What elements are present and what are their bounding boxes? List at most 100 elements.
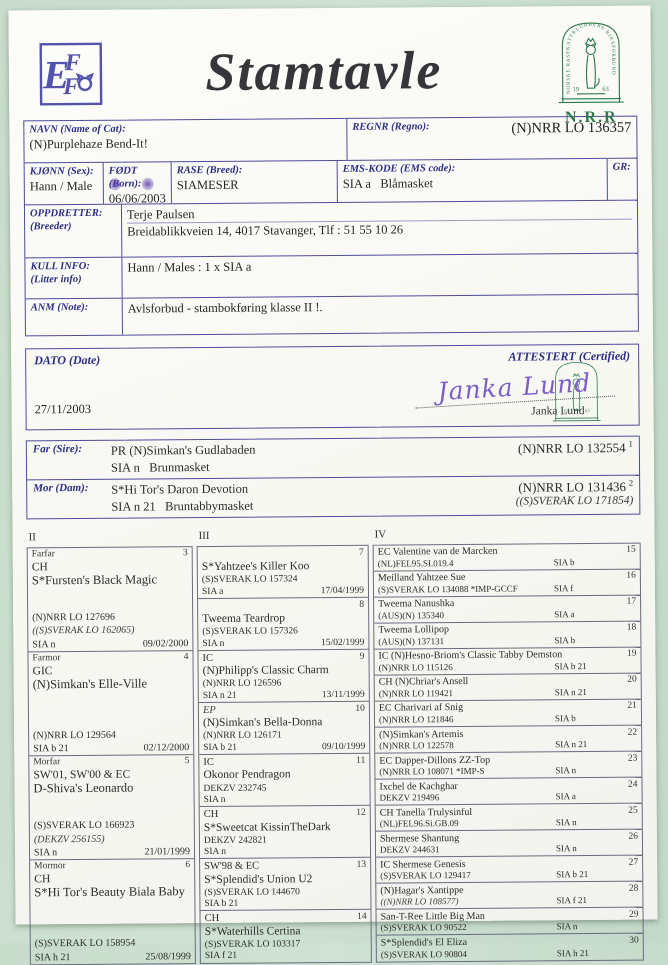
title-prefix: IC xyxy=(203,757,214,768)
sex-cell: KJØNN (Sex): Hann / Male xyxy=(25,163,103,205)
sex-born-breed-row: KJØNN (Sex): Hann / Male FØDT (Born): 06… xyxy=(25,158,637,205)
cell-bottom: ((N)NRR LO 108577)SIA f 21 xyxy=(380,895,638,907)
ems-code: SIA n xyxy=(34,847,57,858)
breeder-row: OPPDRETTER: (Breeder) Terje Paulsen Brei… xyxy=(25,200,637,258)
sire-info: PR (N)Simkan's Gudlabaden SIA n Brunmask… xyxy=(111,440,433,476)
date-value: 27/11/2003 xyxy=(34,398,380,417)
ems-code: SIA n xyxy=(204,795,226,805)
ems-code: SIA n xyxy=(555,765,637,776)
ems-code: SIA f xyxy=(554,582,636,593)
breed-value: SIAMESER xyxy=(177,176,332,193)
ems-code: SIA h 21 xyxy=(35,952,71,963)
cat-name: (N)Philipp's Classic Charm xyxy=(203,664,365,678)
cell-number: 17 xyxy=(627,597,637,609)
cat-name: Tweema Teardrop xyxy=(202,612,364,626)
svg-text:19: 19 xyxy=(573,86,579,93)
breeder-label-cell: OPPDRETTER: (Breeder) xyxy=(25,205,121,258)
breeder-sublabel: (Breeder) xyxy=(30,220,116,234)
spacer xyxy=(33,691,189,729)
sex-label: KJØNN (Sex): xyxy=(30,165,98,179)
ems-code: SIA n xyxy=(556,843,638,854)
relation-label: Farfar xyxy=(32,549,55,559)
svg-text:F: F xyxy=(62,74,79,100)
svg-text:NORSKE RASEKATTKLUBBERS RIKSFO: NORSKE RASEKATTKLUBBERS RIKSFORBUND xyxy=(565,22,616,94)
birth-date: 15/02/1999 xyxy=(321,637,364,647)
cat-name: Tweema Nanushka xyxy=(378,598,454,610)
ink-stamp-mark xyxy=(110,178,121,191)
registration: (S)SVERAK LO 134088 *IMP-GCCF xyxy=(378,583,554,595)
registration: (N)NRR LO 122578 xyxy=(379,739,555,751)
registration: (N)NRR LO 126596 xyxy=(203,678,365,689)
svg-text:63: 63 xyxy=(602,86,608,93)
dam-reg-alt: ((S)SVERAK LO 171854) xyxy=(433,495,633,509)
ems-code: SIA b xyxy=(554,556,636,567)
registration: (AUS)(N) 137131 xyxy=(378,635,554,647)
gen3-header: III xyxy=(199,528,371,544)
cell-bottom: SIA n xyxy=(204,794,366,805)
dam-ems: SIA n 21 Bruntabbymasket xyxy=(111,496,433,515)
cell-bottom: SIA h 21 25/08/1999 xyxy=(35,951,191,963)
cell-top: 7 xyxy=(202,547,364,559)
ems-code: SIA b 21 xyxy=(33,743,69,754)
ems-code: SIA b xyxy=(555,713,637,724)
registration-alt: ((S)SVERAK LO 162065) xyxy=(32,623,188,638)
cell-number: 19 xyxy=(627,649,637,661)
dam-info: S*Hi Tor's Daron Devotion SIA n 21 Brunt… xyxy=(111,479,433,515)
registration-alt: (DEKZV 256155) xyxy=(34,832,190,847)
registration: (S)SVERAK LO 157326 xyxy=(202,626,364,637)
born-cell: FØDT (Born): 06/06/2003 xyxy=(103,162,171,204)
relation-label: Farmor xyxy=(32,653,60,663)
cell-number: 20 xyxy=(627,675,637,687)
registration: ((N)NRR LO 108577) xyxy=(380,896,556,908)
cat-name: S*Sweetcat KissinTheDark xyxy=(204,820,366,834)
registration: (S)SVERAK LO 90522 xyxy=(381,922,557,934)
litter-value-cell: Hann / Males : 1 x SIA a xyxy=(121,254,637,298)
cell-number: 8 xyxy=(359,599,364,610)
birth-date: 25/08/1999 xyxy=(145,951,191,962)
cell-number: 15 xyxy=(626,545,636,557)
sire-reg: (N)NRR LO 132554 xyxy=(518,440,626,456)
cell-number: 27 xyxy=(629,857,639,869)
registration: DEKZV 242821 xyxy=(204,834,366,845)
header: E F F Stamtavle NORSKE RASEKATTKLUBBERS … xyxy=(23,20,638,121)
cell-number: 16 xyxy=(626,571,636,583)
parents-box: Far (Sire): PR (N)Simkan's Gudlabaden SI… xyxy=(26,436,641,519)
dam-row: Mor (Dam): S*Hi Tor's Daron Devotion SIA… xyxy=(27,474,639,518)
certificate-page: E F F Stamtavle NORSKE RASEKATTKLUBBERS … xyxy=(8,5,657,924)
cat-name: S*Waterhills Certina xyxy=(205,925,367,939)
registration: DEKZV 244631 xyxy=(380,844,556,856)
cell-number: 12 xyxy=(356,808,366,819)
certification-box: DATO (Date) 27/11/2003 ATTESTERT (Certif… xyxy=(25,344,640,431)
nrr-emblem-icon: NORSKE RASEKATTKLUBBERS RIKSFORBUND 19 6… xyxy=(554,16,627,109)
sire-index: 1 xyxy=(629,439,633,449)
registration: (NL)FEL95.SI.019.4 xyxy=(378,557,554,569)
ems-value: SIA a Blåmasket xyxy=(343,174,602,192)
title-prefix: EP xyxy=(203,705,216,716)
birth-date: 13/11/1999 xyxy=(322,690,365,700)
